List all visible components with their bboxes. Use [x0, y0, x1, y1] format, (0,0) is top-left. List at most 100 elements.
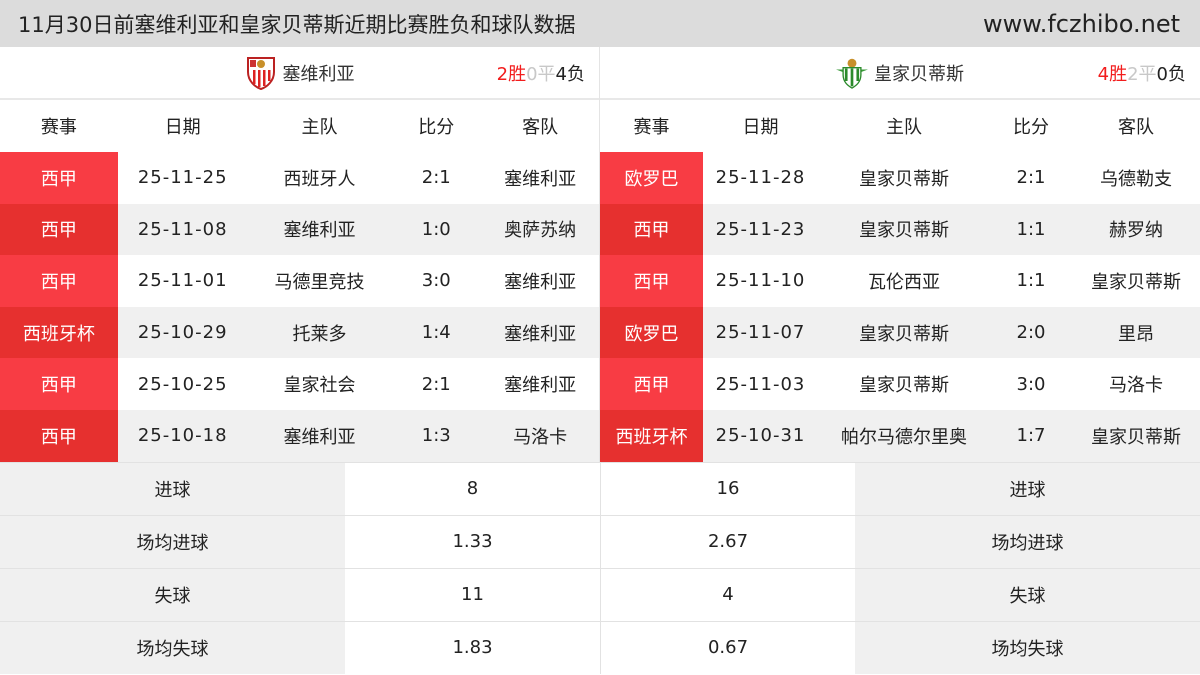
match-date: 25-11-01 [137, 270, 228, 292]
competition[interactable]: 西甲 [0, 152, 118, 204]
score: 1:0 [421, 218, 451, 240]
stat-label: 进球 [855, 462, 1200, 515]
score: 2:1 [421, 373, 451, 395]
competition[interactable]: 西甲 [0, 203, 118, 256]
competition[interactable]: 西甲 [0, 358, 118, 410]
score: 2:0 [1016, 322, 1046, 344]
score: 1:7 [1016, 425, 1046, 447]
column-header: 赛事 [40, 117, 77, 138]
match-row: 西甲 25-11-10 瓦伦西亚 1:1 皇家贝蒂斯 [600, 255, 1200, 307]
match-row: 西甲 25-11-03 皇家贝蒂斯 3:0 马洛卡 [600, 358, 1200, 410]
away-team[interactable]: 奥萨苏纳 [504, 220, 577, 242]
sevilla-panel: 塞维利亚 2胜0平4负 赛事 日期 主队 比分 客队 西甲 25-11-25 西班牙人 2:1 塞维利… [0, 47, 600, 462]
team-header: 塞维利亚 2胜0平4负 [0, 47, 599, 100]
away-team[interactable]: 乌德勒支 [1100, 168, 1172, 190]
stat-label: 进球 [0, 462, 345, 515]
away-team[interactable]: 皇家贝蒂斯 [1091, 271, 1181, 293]
record: 4胜2平0负 [1098, 60, 1186, 86]
away-team[interactable]: 马洛卡 [1109, 375, 1163, 397]
column-header: 主队 [886, 117, 922, 138]
away-team[interactable]: 塞维利亚 [504, 168, 577, 190]
home-team[interactable]: 皇家贝蒂斯 [859, 323, 949, 345]
competition[interactable]: 西甲 [600, 203, 703, 256]
home-team[interactable]: 皇家贝蒂斯 [859, 168, 949, 190]
score: 3:0 [1016, 373, 1046, 395]
column-header: 比分 [418, 117, 455, 138]
column-header: 客队 [1118, 117, 1154, 138]
column-headers: 赛事 日期 主队 比分 客队 [600, 100, 1200, 152]
match-row: 欧罗巴 25-11-07 皇家贝蒂斯 2:0 里昂 [600, 306, 1200, 359]
away-team[interactable]: 皇家贝蒂斯 [1091, 426, 1181, 448]
stat-right: 16 [600, 462, 855, 515]
stat-left: 8 [345, 462, 600, 515]
match-row: 西甲 25-11-01 马德里竞技 3:0 塞维利亚 [0, 255, 599, 307]
home-team[interactable]: 帕尔马德尔里奥 [841, 426, 967, 448]
home-team[interactable]: 马德里竞技 [274, 271, 365, 293]
away-team[interactable]: 塞维利亚 [504, 323, 577, 345]
score: 1:1 [1016, 270, 1046, 292]
home-team[interactable]: 皇家贝蒂斯 [859, 375, 949, 397]
home-team[interactable]: 塞维利亚 [283, 426, 356, 448]
competition[interactable]: 西甲 [600, 255, 703, 307]
score: 1:4 [421, 322, 451, 344]
home-team[interactable]: 塞维利亚 [283, 220, 356, 242]
stat-right: 0.67 [600, 621, 855, 674]
page-title: 11月30日前塞维利亚和皇家贝蒂斯近期比赛胜负和球队数据 [18, 12, 576, 37]
match-date: 25-11-23 [715, 218, 806, 240]
competition[interactable]: 西甲 [0, 255, 118, 307]
stat-label: 失球 [0, 568, 345, 621]
competition[interactable]: 欧罗巴 [600, 306, 703, 359]
competition[interactable]: 西甲 [600, 358, 703, 410]
home-team[interactable]: 瓦伦西亚 [868, 271, 940, 293]
team-name[interactable]: 皇家贝蒂斯 [874, 63, 964, 85]
sevilla-crest-icon [246, 56, 275, 90]
match-date: 25-10-29 [137, 322, 228, 344]
stat-left: 11 [345, 568, 600, 621]
stat-label: 失球 [855, 568, 1200, 621]
match-row: 欧罗巴 25-11-28 皇家贝蒂斯 2:1 乌德勒支 [600, 152, 1200, 204]
away-team[interactable]: 里昂 [1118, 323, 1154, 345]
losses: 4负 [555, 63, 585, 85]
match-date: 25-11-03 [715, 373, 806, 395]
stats-table: 进球 8 16 进球 场均进球 1.33 2.67 场均进球 失球 11 4 失球 场均失球 1.83 0.… [0, 461, 1200, 674]
away-team[interactable]: 塞维利亚 [504, 375, 577, 397]
competition[interactable]: 欧罗巴 [600, 152, 703, 204]
stat-row: 进球 8 16 进球 [0, 461, 1200, 515]
competition[interactable]: 西班牙杯 [600, 409, 703, 462]
column-header: 主队 [301, 117, 338, 138]
stat-row: 失球 11 4 失球 [0, 567, 1200, 621]
home-team[interactable]: 皇家社会 [283, 375, 356, 397]
losses: 0负 [1156, 63, 1186, 85]
column-header: 客队 [522, 117, 559, 138]
betis-panel: 皇家贝蒂斯 4胜2平0负 赛事 日期 主队 比分 客队 欧罗巴 25-11-28 皇家贝蒂斯 2:1… [600, 47, 1200, 462]
competition[interactable]: 西甲 [0, 409, 118, 462]
stat-row: 场均失球 1.83 0.67 场均失球 [0, 620, 1200, 674]
away-team[interactable]: 马洛卡 [513, 426, 568, 448]
score: 3:0 [421, 270, 451, 292]
column-headers: 赛事 日期 主队 比分 客队 [0, 100, 599, 152]
stat-right: 4 [600, 568, 855, 621]
betis-crest-icon [836, 58, 868, 89]
match-date: 25-10-25 [137, 373, 228, 395]
team-name[interactable]: 塞维利亚 [282, 63, 355, 85]
match-row: 西甲 25-10-25 皇家社会 2:1 塞维利亚 [0, 358, 599, 410]
column-header: 比分 [1013, 117, 1049, 138]
home-team[interactable]: 皇家贝蒂斯 [859, 220, 949, 242]
score: 1:1 [1016, 218, 1046, 240]
score: 2:1 [421, 167, 451, 189]
site-url[interactable]: www.fczhibo.net [983, 9, 1180, 38]
title-bar: 11月30日前塞维利亚和皇家贝蒂斯近期比赛胜负和球队数据 www.fczhibo… [0, 0, 1200, 47]
record: 2胜0平4负 [497, 60, 585, 86]
stat-label: 场均进球 [0, 515, 345, 568]
home-team[interactable]: 托莱多 [292, 323, 347, 345]
match-row: 西甲 25-11-23 皇家贝蒂斯 1:1 赫罗纳 [600, 203, 1200, 256]
home-team[interactable]: 西班牙人 [283, 168, 356, 190]
stat-label: 场均失球 [0, 621, 345, 674]
match-date: 25-11-07 [715, 322, 806, 344]
score: 1:3 [421, 425, 451, 447]
competition[interactable]: 西班牙杯 [0, 306, 118, 359]
away-team[interactable]: 赫罗纳 [1109, 220, 1163, 242]
stat-right: 2.67 [600, 515, 855, 568]
away-team[interactable]: 塞维利亚 [504, 271, 577, 293]
stat-label: 场均进球 [855, 515, 1200, 568]
